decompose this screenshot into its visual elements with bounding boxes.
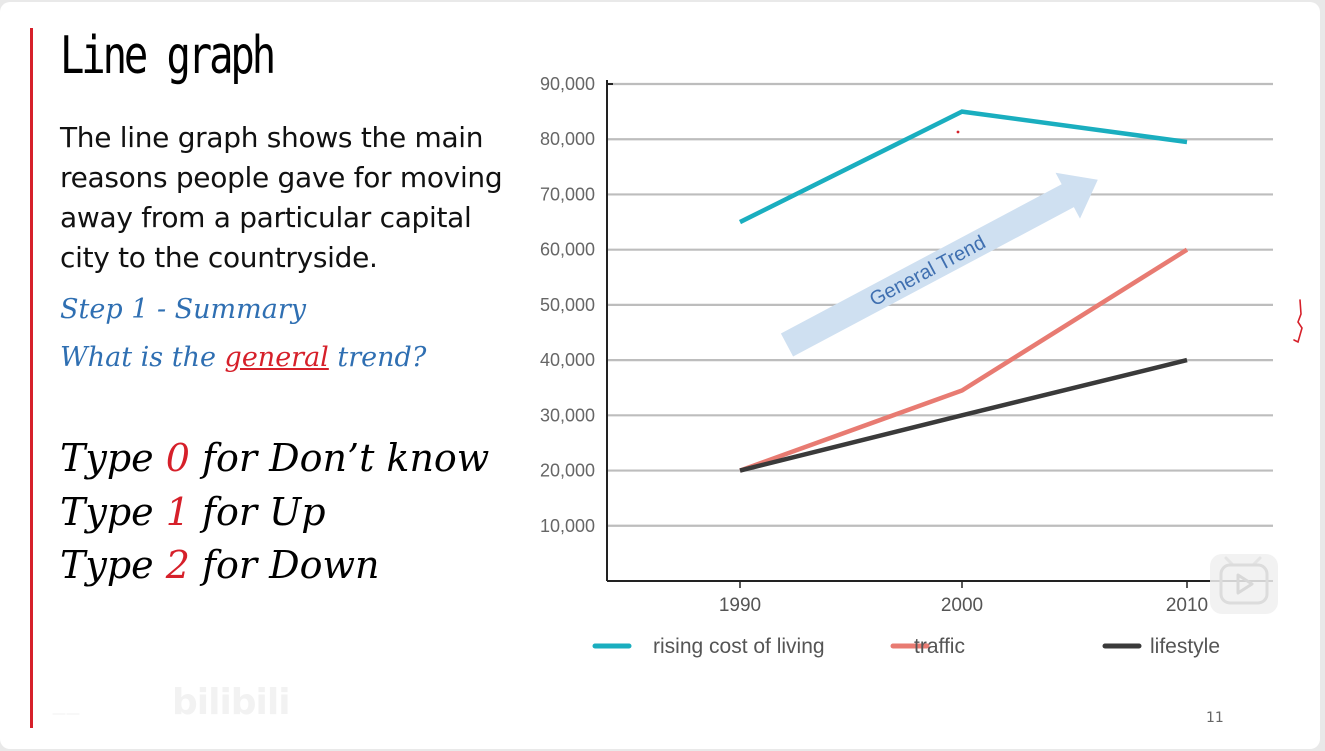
option-down: Type 2 for Down xyxy=(60,543,380,587)
question-pre: What is the xyxy=(60,342,225,373)
line-chart: 10,000 20,000 30,000 40,000 50,000 60,000 70,0… xyxy=(540,74,1273,658)
y-tick-label: 30,000 xyxy=(540,405,595,425)
pen-dot xyxy=(956,130,960,134)
y-tick-label: 60,000 xyxy=(540,240,595,260)
y-tick-label: 20,000 xyxy=(540,461,595,481)
general-trend-arrow: General Trend xyxy=(780,172,1098,357)
y-tick-label: 80,000 xyxy=(540,129,595,149)
option-post: for Up xyxy=(189,490,326,534)
x-tick-label: 2000 xyxy=(941,595,983,616)
option-number: 2 xyxy=(165,543,190,587)
option-post: for Down xyxy=(189,543,380,587)
option-dont-know: Type 0 for Don’t know xyxy=(60,436,489,480)
option-number: 1 xyxy=(165,490,190,534)
y-tick-label: 10,000 xyxy=(540,516,595,536)
question-underlined-word: general xyxy=(224,342,329,373)
arrow-annotation-label: General Trend xyxy=(866,232,989,311)
x-tick-label: 1990 xyxy=(719,595,761,616)
legend-label: lifestyle xyxy=(1150,635,1220,658)
question-post: trend? xyxy=(328,342,427,373)
bilibili-watermark: bilibili xyxy=(172,682,291,723)
play-icon xyxy=(1219,556,1269,605)
option-pre: Type xyxy=(60,543,166,587)
series-line xyxy=(739,247,1189,473)
step-question: What is the general trend? xyxy=(60,342,426,373)
option-up: Type 1 for Up xyxy=(60,490,326,534)
slide-accent-bar xyxy=(30,28,33,728)
option-number: 0 xyxy=(165,436,190,480)
slide-title: Line graph xyxy=(60,26,276,86)
page-number: 11 xyxy=(1206,710,1224,726)
video-badge[interactable] xyxy=(1210,554,1278,614)
y-tick-label: 90,000 xyxy=(540,74,595,94)
y-tick-label: 40,000 xyxy=(540,350,595,370)
series-line xyxy=(739,357,1188,473)
arrow-shape xyxy=(780,172,1098,357)
option-post: for Don’t know xyxy=(189,436,490,480)
series-line xyxy=(738,109,1188,225)
option-pre: Type xyxy=(60,436,166,480)
x-tick-label: 2010 xyxy=(1166,595,1208,616)
legend-label: traffic xyxy=(914,635,965,658)
slide-description: The line graph shows the main reasons pe… xyxy=(60,121,503,274)
legend-label: rising cost of living xyxy=(653,635,825,658)
step-heading: Step 1 - Summary xyxy=(60,294,307,325)
y-tick-label: 70,000 xyxy=(540,184,595,204)
option-pre: Type xyxy=(60,490,166,534)
watermark-small: —— xyxy=(52,706,80,722)
pen-annotation-mark xyxy=(1293,299,1303,344)
y-tick-label: 50,000 xyxy=(540,295,595,315)
